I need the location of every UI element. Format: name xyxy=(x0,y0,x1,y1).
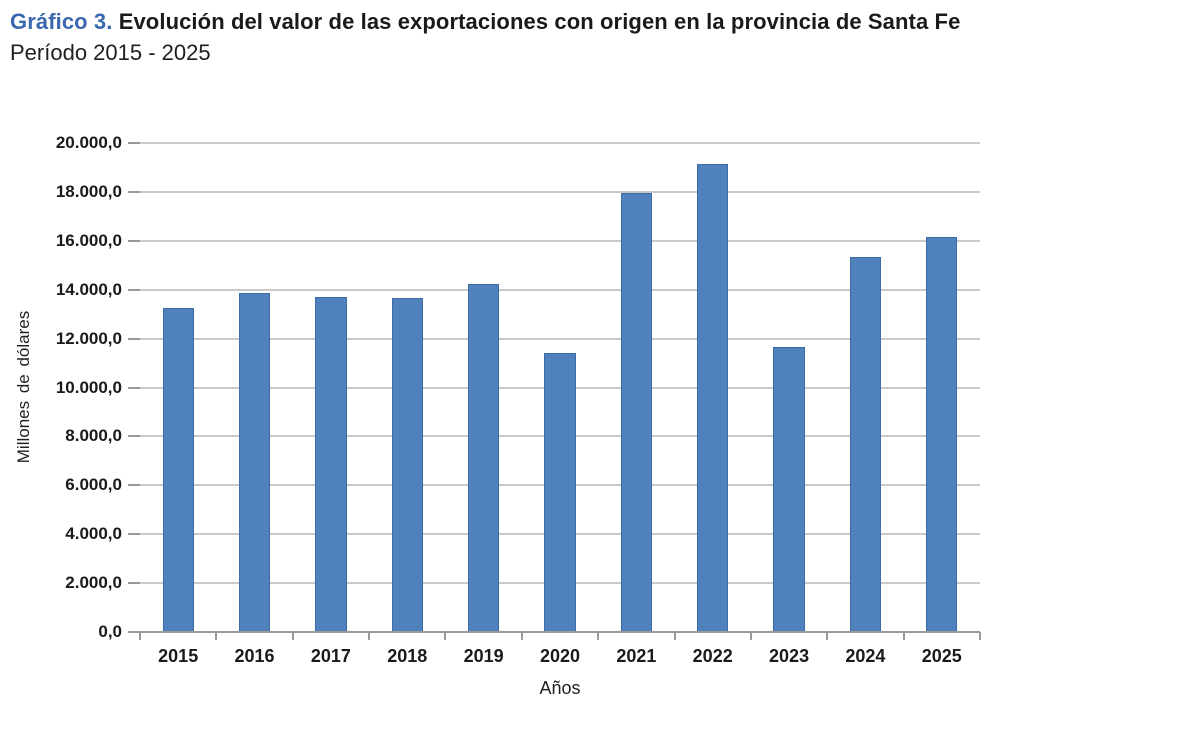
bar-2018 xyxy=(391,298,423,632)
bar-slot-2022 xyxy=(675,143,751,632)
y-tick-label-18000: 18.000,0 xyxy=(55,181,122,201)
x-tick-2 xyxy=(291,632,294,640)
x-tick-label-2019: 2019 xyxy=(463,646,504,666)
bar-2023 xyxy=(773,347,805,632)
bar-2015 xyxy=(162,308,194,632)
chart-subtitle: Período 2015 - 2025 xyxy=(10,39,211,65)
x-axis-labels: 2015 2016 2017 2018 2019 2020 2021 2022 2023 2024… xyxy=(140,646,980,667)
x-tick-3 xyxy=(368,632,371,640)
x-axis-title: Años xyxy=(539,678,581,698)
x-tick-label-2021: 2021 xyxy=(616,646,657,666)
x-tick-label-2025: 2025 xyxy=(921,646,962,666)
y-tick-12000 xyxy=(128,337,140,340)
y-tick-6000 xyxy=(128,484,140,487)
bar-slot-2023 xyxy=(751,143,827,632)
y-tick-4000 xyxy=(128,533,140,536)
y-tick-14000 xyxy=(128,288,140,291)
chart-title-block: Gráfico 3. Evolución del valor de las ex… xyxy=(10,8,1190,67)
x-tick-label-2022: 2022 xyxy=(692,646,733,666)
x-tick-8 xyxy=(749,632,752,640)
bar-slot-2019 xyxy=(445,143,521,632)
x-tick-label-2017: 2017 xyxy=(310,646,351,666)
x-tick-label-2023: 2023 xyxy=(769,646,810,666)
x-tick-label-2020: 2020 xyxy=(539,646,580,666)
y-tick-label-20000: 20.000,0 xyxy=(55,133,122,152)
gridline-12000 xyxy=(140,337,980,340)
bar-slot-2020 xyxy=(522,143,598,632)
y-tick-label-10000: 10.000,0 xyxy=(55,377,122,397)
bar-2025 xyxy=(926,237,958,632)
y-tick-label-14000: 14.000,0 xyxy=(55,279,122,299)
x-tick-label-2016: 2016 xyxy=(234,646,275,666)
x-tick-11 xyxy=(979,632,981,640)
y-tick-8000 xyxy=(128,435,140,438)
x-tick-label-2018: 2018 xyxy=(387,646,428,666)
y-tick-2000 xyxy=(128,582,140,585)
bar-slot-2016 xyxy=(216,143,292,632)
bar-2021 xyxy=(620,193,652,632)
x-tick-6 xyxy=(597,632,600,640)
bar-2024 xyxy=(849,256,882,632)
x-tick-label-2024: 2024 xyxy=(845,646,886,666)
x-tick-1 xyxy=(215,632,218,640)
x-tick-label-2015: 2015 xyxy=(158,646,199,666)
x-tick-5 xyxy=(520,632,523,640)
y-tick-18000 xyxy=(128,190,140,193)
bar-2019 xyxy=(467,283,500,632)
bar-2017 xyxy=(315,297,347,632)
y-tick-label-4000: 4.000,0 xyxy=(65,524,122,544)
y-tick-20000 xyxy=(128,142,140,144)
y-tick-label-2000: 2.000,0 xyxy=(65,573,122,593)
x-tick-4 xyxy=(444,632,447,640)
bar-slot-2025 xyxy=(904,143,980,632)
y-tick-label-12000: 12.000,0 xyxy=(55,328,122,348)
y-tick-label-0: 0,0 xyxy=(98,622,122,641)
gridline-16000 xyxy=(140,239,980,242)
bar-slot-2021 xyxy=(598,143,674,632)
bar-2020 xyxy=(544,353,576,632)
bar-slot-2015 xyxy=(140,143,216,632)
y-tick-10000 xyxy=(128,386,140,389)
chart-title-text: Evolución del valor de las exportaciones… xyxy=(118,9,961,34)
chart-title-prefix: Gráfico 3. xyxy=(10,9,113,34)
x-tick-0 xyxy=(139,632,141,640)
x-tick-10 xyxy=(902,632,905,640)
gridline-14000 xyxy=(140,288,980,291)
bar-2016 xyxy=(238,293,271,632)
x-axis-line xyxy=(140,631,980,633)
gridline-20000 xyxy=(140,142,980,144)
bar-series xyxy=(140,143,980,632)
x-tick-9 xyxy=(826,632,829,640)
bar-2022 xyxy=(697,163,729,632)
y-tick-label-6000: 6.000,0 xyxy=(65,475,122,495)
chart-title: Gráfico 3. Evolución del valor de las ex… xyxy=(10,8,1190,36)
x-tick-7 xyxy=(673,632,676,640)
bar-slot-2017 xyxy=(293,143,369,632)
gridline-18000 xyxy=(140,190,980,193)
y-tick-label-16000: 16.000,0 xyxy=(55,230,122,250)
y-tick-label-8000: 8.000,0 xyxy=(65,426,122,446)
y-tick-16000 xyxy=(128,239,140,242)
bar-slot-2018 xyxy=(369,143,445,632)
y-tick-0 xyxy=(128,631,140,633)
bar-slot-2024 xyxy=(827,143,903,632)
plot-area: 0,0 2.000,0 4.000,0 6.000,0 8.000,0 10.000,0 1… xyxy=(56,133,981,641)
